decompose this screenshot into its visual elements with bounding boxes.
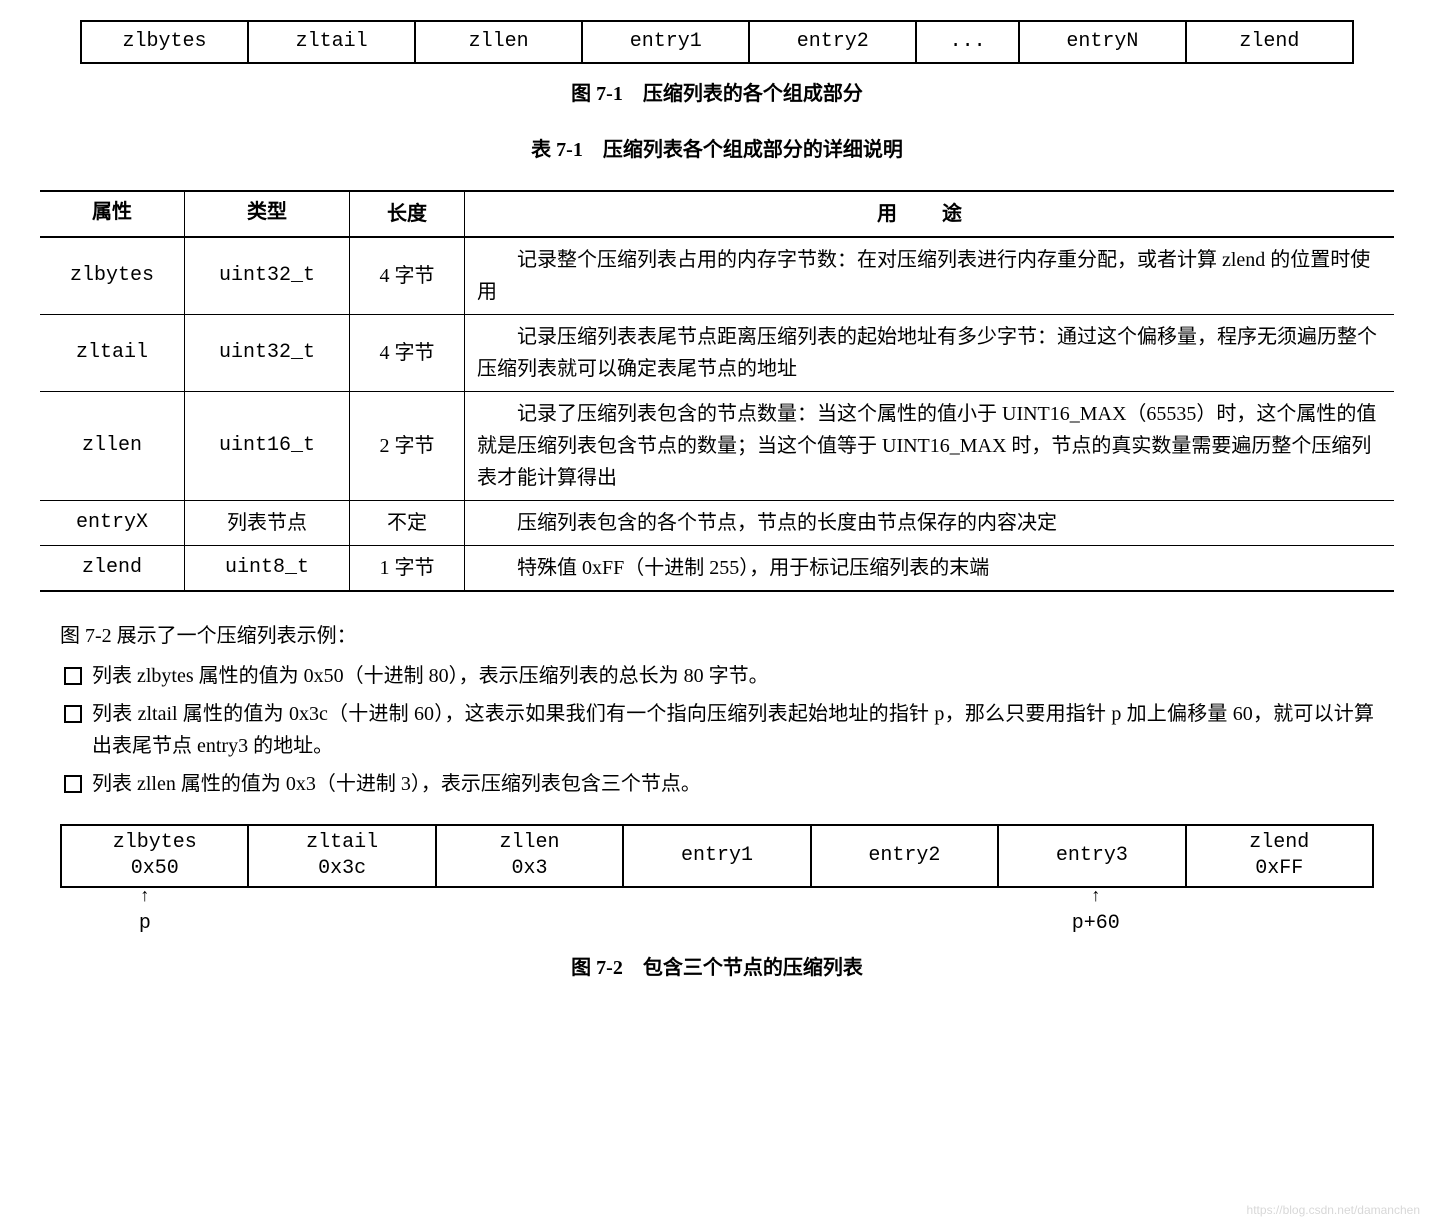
strip-cell: entry1 [583,22,750,62]
strip-cell: zlend [1187,22,1352,62]
fig-7-2-strip: zlbytes0x50 zltail0x3c zllen0x3 entry1 e… [60,824,1374,888]
strip2-cell: entry2 [812,826,999,886]
bullet-list: 列表 zlbytes 属性的值为 0x50（十进制 80），表示压缩列表的总长为… [60,660,1374,800]
arrow-p60: ↑ p+60 [1072,888,1120,940]
arrow-p: ↑ p [139,888,151,940]
fig-7-1-caption: 图 7-1 压缩列表的各个组成部分 [40,78,1394,110]
table-7-1: 属性 类型 长度 用 途 zlbytes uint32_t 4 字节 记录整个压… [40,190,1394,592]
arrow-up-icon: ↑ [1072,888,1120,906]
table-row: zlbytes uint32_t 4 字节 记录整个压缩列表占用的内存字节数：在… [40,237,1394,315]
fig-7-2-caption: 图 7-2 包含三个节点的压缩列表 [40,952,1394,984]
strip2-cell: zltail0x3c [249,826,436,886]
table-row: zltail uint32_t 4 字节 记录压缩列表表尾节点距离压缩列表的起始… [40,315,1394,392]
table-row: entryX 列表节点 不定 压缩列表包含的各个节点，节点的长度由节点保存的内容… [40,501,1394,546]
strip2-cell: zllen0x3 [437,826,624,886]
strip2-cell: entry3 [999,826,1186,886]
table-header-row: 属性 类型 长度 用 途 [40,191,1394,237]
strip-cell: ... [917,22,1020,62]
para-intro: 图 7-2 展示了一个压缩列表示例： [60,620,1374,652]
strip2-cell: zlbytes0x50 [62,826,249,886]
table-row: zllen uint16_t 2 字节 记录了压缩列表包含的节点数量：当这个属性… [40,392,1394,501]
watermark: https://blog.csdn.net/damanchen [1247,1201,1420,1220]
strip-cell: entryN [1020,22,1187,62]
th-use: 用 途 [465,191,1395,237]
th-attr: 属性 [40,191,185,237]
bullet-item: 列表 zlbytes 属性的值为 0x50（十进制 80），表示压缩列表的总长为… [60,660,1374,692]
bullet-item: 列表 zllen 属性的值为 0x3（十进制 3），表示压缩列表包含三个节点。 [60,768,1374,800]
fig-7-1-strip: zlbytes zltail zllen entry1 entry2 ... e… [80,20,1354,64]
strip-cell: entry2 [750,22,917,62]
th-len: 长度 [350,191,465,237]
bullet-item: 列表 zltail 属性的值为 0x3c（十进制 60），这表示如果我们有一个指… [60,698,1374,762]
table-row: zlend uint8_t 1 字节 特殊值 0xFF（十进制 255），用于标… [40,546,1394,592]
th-type: 类型 [185,191,350,237]
arrow-up-icon: ↑ [139,888,151,906]
strip-cell: zllen [416,22,583,62]
strip2-cell: zlend0xFF [1187,826,1372,886]
fig-7-2-arrows: ↑ p ↑ p+60 [60,888,1374,934]
strip-cell: zltail [249,22,416,62]
paragraph-block: 图 7-2 展示了一个压缩列表示例： 列表 zlbytes 属性的值为 0x50… [60,620,1374,800]
table-7-1-caption: 表 7-1 压缩列表各个组成部分的详细说明 [40,134,1394,166]
strip-cell: zlbytes [82,22,249,62]
strip2-cell: entry1 [624,826,811,886]
